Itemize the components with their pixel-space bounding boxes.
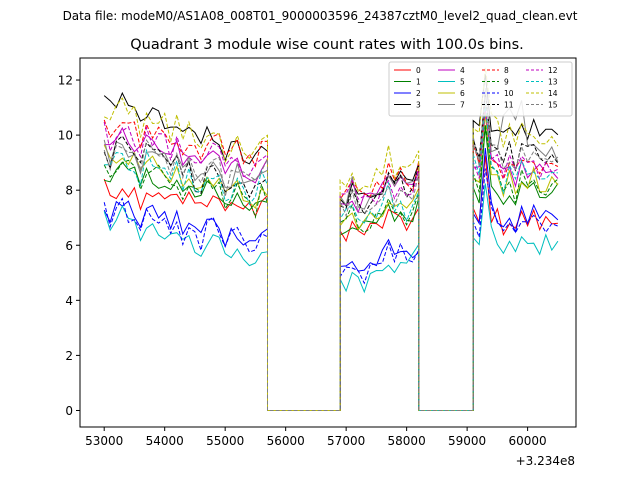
series-15-line <box>103 92 559 411</box>
legend-label-4: 4 <box>460 66 465 75</box>
legend-box <box>388 61 573 117</box>
series-12-line <box>103 109 559 411</box>
plot-area <box>80 58 576 427</box>
figure-suptitle: Data file: modeM0/AS1A08_008T01_90000035… <box>63 9 578 23</box>
x-tick-label: 57000 <box>327 434 365 448</box>
series-lines <box>103 67 559 411</box>
x-tick-label: 58000 <box>388 434 426 448</box>
y-tick-label: 4 <box>65 294 73 308</box>
y-tick-label: 10 <box>58 129 73 143</box>
legend-label-5: 5 <box>460 78 465 87</box>
y-tick-label: 0 <box>65 404 73 418</box>
legend-label-14: 14 <box>548 89 558 98</box>
legend-label-0: 0 <box>416 66 421 75</box>
x-tick-label: 55000 <box>206 434 244 448</box>
legend-label-3: 3 <box>416 101 421 110</box>
x-tick-label: 53000 <box>85 434 123 448</box>
legend-label-15: 15 <box>548 101 558 110</box>
y-tick-label: 8 <box>65 184 73 198</box>
legend-label-8: 8 <box>504 66 509 75</box>
legend-label-13: 13 <box>548 78 558 87</box>
x-tick-label: 56000 <box>267 434 305 448</box>
legend-label-2: 2 <box>416 89 421 98</box>
series-14-line <box>103 67 559 411</box>
legend-label-11: 11 <box>504 101 514 110</box>
x-tick-label: 54000 <box>146 434 184 448</box>
plot-frame <box>79 57 577 428</box>
x-tick-label: 60000 <box>509 434 547 448</box>
legend-label-12: 12 <box>548 66 558 75</box>
legend-label-9: 9 <box>504 78 509 87</box>
legend-label-7: 7 <box>460 101 465 110</box>
y-tick-label: 6 <box>65 239 73 253</box>
legend-label-1: 1 <box>416 78 421 87</box>
y-axis: 0 2 4 6 8 10 12 <box>58 74 80 418</box>
y-tick-label: 12 <box>58 74 73 88</box>
y-tick-label: 2 <box>65 349 73 363</box>
series-9-line <box>103 124 559 411</box>
x-tick-label: 59000 <box>448 434 486 448</box>
legend-label-10: 10 <box>504 89 514 98</box>
x-axis: 53000 54000 55000 56000 57000 58000 59000 60000 <box>85 427 547 448</box>
x-offset-label: +3.234e8 <box>516 454 575 468</box>
chart-title: Quadrant 3 module wise count rates with … <box>130 37 524 53</box>
legend-label-6: 6 <box>460 89 465 98</box>
